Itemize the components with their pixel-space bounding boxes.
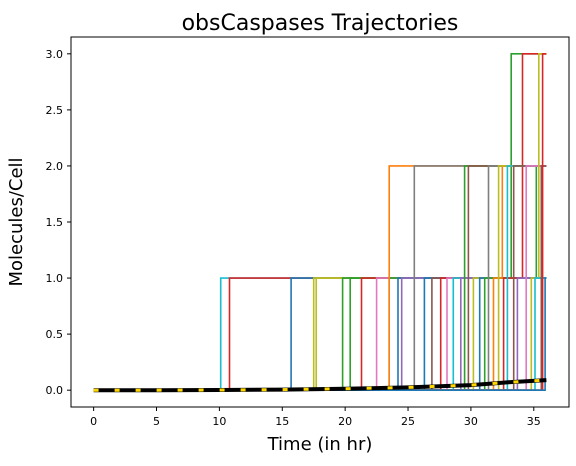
x-axis-label: Time (in hr) [267, 434, 373, 455]
series-line-3 [93, 277, 547, 391]
series-layer [93, 53, 547, 391]
x-tick-label: 0 [90, 415, 97, 428]
series-line-4 [93, 277, 547, 391]
series-line-7 [93, 277, 547, 391]
mean-layer [93, 378, 547, 393]
y-tick-label: 2.5 [46, 104, 64, 117]
x-tick-label: 10 [212, 415, 226, 428]
series-line-19 [93, 277, 547, 391]
series-line-35 [93, 277, 547, 391]
x-axis: 0 5 10 15 20 25 30 35 [90, 407, 541, 428]
y-tick-label: 1.5 [46, 216, 64, 229]
y-axis: 0.0 0.5 1.0 1.5 2.0 2.5 3.0 [46, 48, 71, 397]
series-line-6 [93, 277, 547, 391]
series-line-24 [93, 277, 547, 391]
series-line-25 [93, 53, 547, 391]
mean-line-dashes [93, 378, 547, 392]
x-tick-label: 5 [153, 415, 160, 428]
y-tick-label: 2.0 [46, 160, 64, 173]
y-tick-label: 1.0 [46, 272, 64, 285]
series-line-32 [93, 277, 547, 391]
series-line-34 [93, 53, 547, 391]
chart-title: obsCaspases Trajectories [182, 11, 459, 36]
x-tick-label: 20 [338, 415, 352, 428]
x-tick-label: 15 [275, 415, 289, 428]
series-line-9 [93, 277, 547, 391]
y-tick-label: 0.0 [46, 384, 64, 397]
series-line-2 [93, 277, 547, 391]
series-line-8 [93, 277, 547, 391]
series-line-13 [93, 277, 547, 391]
series-line-1 [93, 277, 547, 391]
series-line-29 [93, 53, 547, 391]
series-line-37 [93, 53, 547, 391]
series-line-16 [93, 277, 547, 391]
series-line-18 [93, 277, 547, 391]
x-tick-label: 25 [401, 415, 415, 428]
x-tick-label: 30 [464, 415, 478, 428]
y-axis-label: Molecules/Cell [6, 157, 27, 286]
series-line-17 [93, 277, 547, 391]
y-tick-label: 0.5 [46, 328, 64, 341]
series-line-12 [93, 277, 547, 391]
x-tick-label: 35 [527, 415, 541, 428]
series-line-20 [93, 277, 547, 391]
series-line-5 [93, 277, 547, 391]
series-line-38 [93, 277, 547, 391]
y-tick-label: 3.0 [46, 48, 64, 61]
series-line-23 [93, 277, 547, 391]
series-line-15 [93, 277, 547, 391]
